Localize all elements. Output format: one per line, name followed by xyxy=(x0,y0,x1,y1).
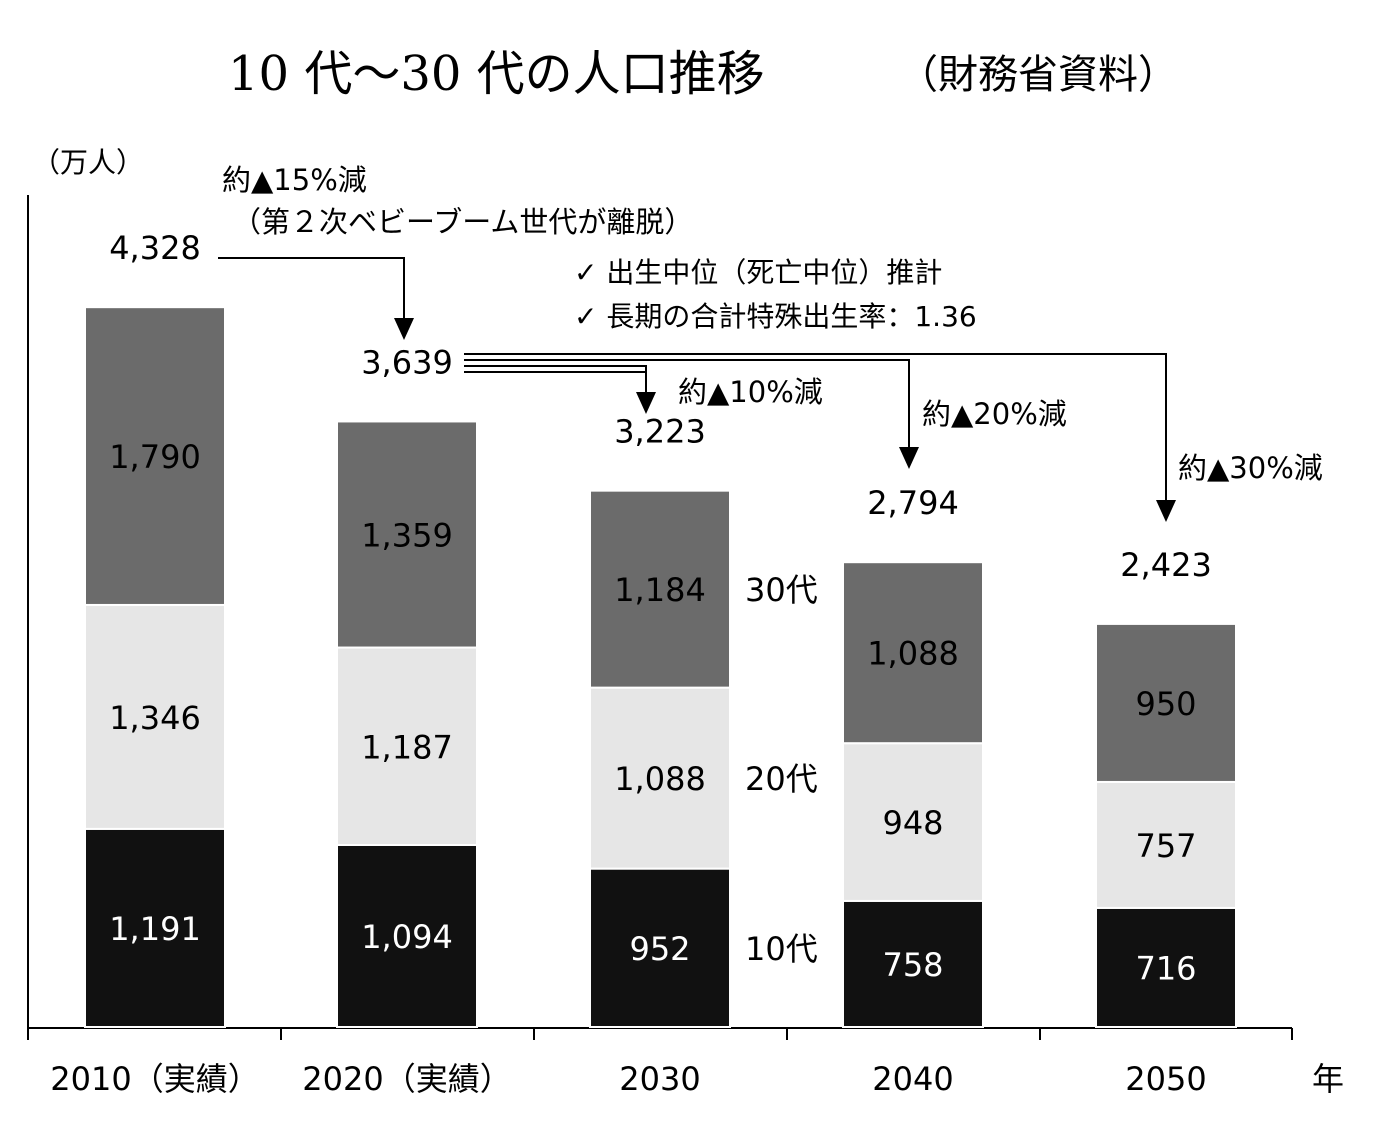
total-label-2: 3,223 xyxy=(614,413,706,451)
value-label-thirties-1: 1,359 xyxy=(361,516,453,554)
bar-twenties-0 xyxy=(84,603,226,830)
bar-twenties-3 xyxy=(842,742,984,902)
arrow-heads xyxy=(394,318,1176,522)
arrowhead-2030 xyxy=(636,392,656,414)
bar-thirties-0 xyxy=(84,306,226,606)
annotation-2020-decrease: 約▲15%減 xyxy=(222,163,367,197)
category-label-1: 2020（実績） xyxy=(302,1060,511,1098)
annotation-2050-decrease: 約▲30%減 xyxy=(1178,451,1323,485)
bar-teens-4 xyxy=(1095,906,1237,1029)
total-labels: 4,328 3,639 3,223 2,794 2,423 xyxy=(109,229,1212,584)
value-label-twenties-1: 1,187 xyxy=(361,728,453,766)
total-label-3: 2,794 xyxy=(867,484,959,522)
bar-thirties-1 xyxy=(336,420,478,649)
value-label-thirties-4: 950 xyxy=(1135,685,1196,723)
bar-teens-3 xyxy=(842,899,984,1029)
bar-thirties-3 xyxy=(842,561,984,745)
arrow-2020-2040 xyxy=(464,359,910,455)
bar-twenties-2 xyxy=(589,686,731,870)
value-label-teens-2: 952 xyxy=(629,930,690,968)
bar-thirties-4 xyxy=(1095,622,1237,783)
value-label-thirties-2: 1,184 xyxy=(614,571,706,609)
chart-title-source: （財務省資料） xyxy=(898,52,1178,98)
arrow-2010-2020 xyxy=(218,257,405,328)
value-label-teens-3: 758 xyxy=(882,946,943,984)
arrowhead-2040 xyxy=(899,447,919,469)
legend-thirties: 30代 xyxy=(745,571,818,609)
value-label-teens-4: 716 xyxy=(1135,949,1196,987)
category-label-3: 2040 xyxy=(872,1060,953,1098)
legend-twenties: 20代 xyxy=(745,760,818,798)
total-label-4: 2,423 xyxy=(1120,546,1212,584)
arrowhead-2020 xyxy=(394,318,414,340)
total-label-0: 4,328 xyxy=(109,229,201,267)
note-fertility-rate: ✓ 長期の合計特殊出生率：1.36 xyxy=(574,300,977,333)
category-label-2: 2030 xyxy=(619,1060,700,1098)
value-label-thirties-0: 1,790 xyxy=(109,438,201,476)
annotation-arrows xyxy=(218,257,1167,508)
total-label-1: 3,639 xyxy=(361,343,453,381)
value-label-thirties-3: 1,088 xyxy=(867,635,959,673)
inline-legend: 10代 20代 30代 xyxy=(745,571,818,968)
annotation-2030-decrease: 約▲10%減 xyxy=(678,375,823,409)
bar-teens-1 xyxy=(336,844,478,1029)
legend-teens: 10代 xyxy=(745,930,818,968)
bar-thirties-2 xyxy=(589,489,731,689)
value-label-twenties-4: 757 xyxy=(1135,827,1196,865)
value-label-teens-1: 1,094 xyxy=(361,918,453,956)
arrow-2020-2030-a xyxy=(464,365,647,400)
bar-twenties-1 xyxy=(336,646,478,847)
x-axis-suffix: 年 xyxy=(1312,1060,1344,1098)
category-label-4: 2050 xyxy=(1125,1060,1206,1098)
arrowhead-2050 xyxy=(1156,500,1176,522)
x-axis-ticks xyxy=(27,1028,1293,1040)
bars xyxy=(84,306,1237,1029)
annotation-2020-reason: （第２次ベビーブーム世代が離脱） xyxy=(232,205,693,239)
annotation-2040-decrease: 約▲20%減 xyxy=(922,397,1067,431)
chart-title: 10 代～30 代の人口推移 xyxy=(228,46,765,102)
value-label-twenties-3: 948 xyxy=(882,804,943,842)
category-labels: 2010（実績） 2020（実績） 2030 2040 2050 xyxy=(50,1060,1206,1098)
unit-label: （万人） xyxy=(32,146,144,179)
category-label-0: 2010（実績） xyxy=(50,1060,259,1098)
value-label-twenties-0: 1,346 xyxy=(109,699,201,737)
note-projection: ✓ 出生中位（死亡中位）推計 xyxy=(574,256,942,289)
value-label-teens-0: 1,191 xyxy=(109,910,201,948)
value-label-twenties-2: 1,088 xyxy=(614,760,706,798)
arrow-2020-2050 xyxy=(464,353,1167,508)
bar-teens-0 xyxy=(84,827,226,1029)
segment-value-labels: 1,191 1,346 1,790 1,094 1,187 1,359 952 1,088 1,… xyxy=(109,438,1196,987)
